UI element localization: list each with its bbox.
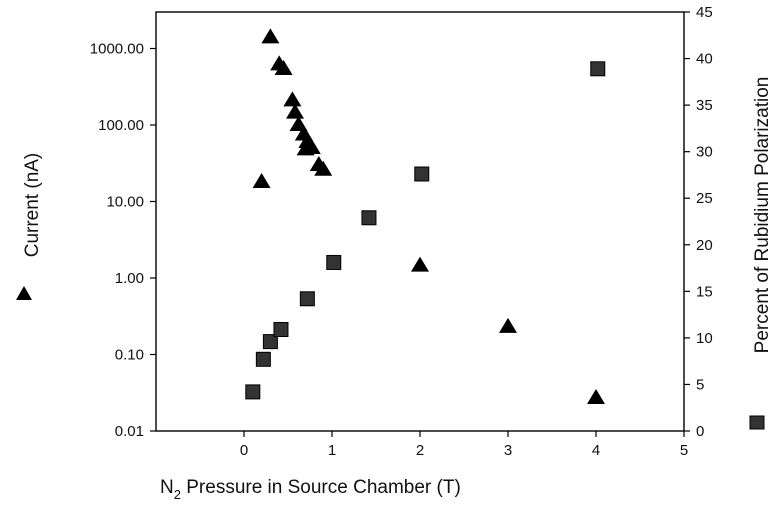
left-y-tick-label: 100.00 xyxy=(98,117,144,134)
current-data-point xyxy=(274,59,293,75)
current-data-point xyxy=(252,172,271,188)
left-y-axis-title: Current (nA) xyxy=(22,153,43,258)
current-data-point xyxy=(411,256,429,272)
current-data-point xyxy=(286,103,305,119)
right-y-tick-label: 45 xyxy=(696,4,713,21)
current-data-point xyxy=(314,160,333,176)
right-y-tick-label: 20 xyxy=(696,237,713,254)
polarization-data-point xyxy=(299,291,315,307)
x-tick-label: 2 xyxy=(416,442,424,459)
left-y-tick-label: 1000.00 xyxy=(90,40,144,57)
polarization-data-point xyxy=(361,210,377,226)
polarization-data-point xyxy=(255,351,271,367)
x-tick-label: 0 xyxy=(240,442,248,459)
polarization-data-point xyxy=(245,384,261,400)
x-axis-title-subscript: 2 xyxy=(174,487,181,502)
right-y-tick-label: 25 xyxy=(696,190,713,207)
left-y-tick-label: 0.10 xyxy=(115,346,144,363)
right-y-tick-label: 30 xyxy=(696,144,713,161)
x-tick-label: 4 xyxy=(592,442,600,459)
right-y-tick-label: 15 xyxy=(696,283,713,300)
left-y-tick-label: 0.01 xyxy=(115,423,144,440)
polarization-data-point xyxy=(590,61,606,77)
right-y-tick-label: 10 xyxy=(696,330,713,347)
current-data-point xyxy=(283,91,302,107)
left-axis-legend-triangle-icon xyxy=(16,286,32,300)
data-points xyxy=(245,28,606,405)
x-tick-label: 5 xyxy=(680,442,688,459)
x-axis-title-n: N xyxy=(160,477,174,498)
left-y-axis: 0.01 0.10 1.00 10.00 100.00 1000.00 xyxy=(90,40,156,440)
right-y-tick-label: 5 xyxy=(696,376,704,393)
right-y-axis-title: Percent of Rubidium Polarization xyxy=(752,77,772,354)
x-tick-label: 1 xyxy=(328,442,336,459)
x-tick-label: 3 xyxy=(504,442,512,459)
right-y-axis: 0 5 10 15 20 25 30 35 40 45 xyxy=(684,4,713,440)
polarization-data-point xyxy=(273,322,289,338)
left-y-tick-label: 1.00 xyxy=(115,270,144,287)
polarization-data-point xyxy=(414,166,430,182)
current-data-point xyxy=(302,139,321,155)
polarization-data-point xyxy=(262,334,278,350)
x-axis: 0 1 2 3 4 5 xyxy=(240,431,688,459)
polarization-data-point xyxy=(326,254,342,270)
current-data-point xyxy=(587,389,605,405)
right-y-tick-label: 40 xyxy=(696,51,713,68)
current-data-point xyxy=(261,28,280,44)
x-axis-title: N2 Pressure in Source Chamber (T) xyxy=(160,477,461,502)
right-axis-legend-square-icon xyxy=(749,415,765,430)
right-y-tick-label: 35 xyxy=(696,97,713,114)
x-axis-title-rest: Pressure in Source Chamber (T) xyxy=(181,477,461,498)
current-data-point xyxy=(499,317,517,333)
left-y-tick-label: 10.00 xyxy=(106,193,144,210)
right-y-tick-label: 0 xyxy=(696,423,704,440)
